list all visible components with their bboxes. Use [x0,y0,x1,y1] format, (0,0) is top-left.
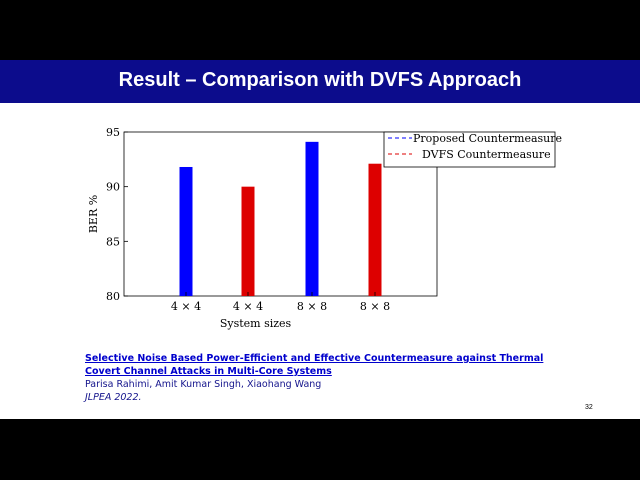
paper-venue: JLPEA 2022. [85,392,142,403]
legend-label-dvfs: DVFS Countermeasure [422,148,551,161]
ber-bar-chart: 80 85 90 95 4 × 4 4 × 4 8 × 8 8 × 8 BER % Syst… [87,126,562,330]
y-tick-label: 80 [106,290,120,303]
x-axis-label: System sizes [220,317,292,330]
plot-frame [123,131,438,297]
page-number: 32 [585,404,593,411]
y-axis-ticks: 80 85 90 95 [106,126,128,303]
bars [179,141,382,296]
slide: Result – Comparison with DVFS Approach 8… [0,60,640,419]
paper-link[interactable]: Selective Noise Based Power-Efficient an… [85,353,544,377]
paper-authors: Parisa Rahimi, Amit Kumar Singh, Xiaohan… [85,379,322,390]
citation: Selective Noise Based Power-Efficient an… [85,352,555,404]
slide-title: Result – Comparison with DVFS Approach [118,69,522,91]
x-tick-label: 8 × 8 [360,300,390,313]
x-tick-label: 8 × 8 [297,300,327,313]
bar [305,141,319,296]
y-tick-label: 95 [106,126,120,139]
y-tick-label: 85 [106,235,120,248]
x-axis-ticks: 4 × 4 4 × 4 8 × 8 8 × 8 [171,292,390,313]
x-tick-label: 4 × 4 [171,300,201,313]
legend-box [383,131,556,168]
legend: Proposed Countermeasure DVFS Countermeas… [383,131,562,168]
y-axis-label: BER % [87,195,100,233]
title-bar: Result – Comparison with DVFS Approach [0,60,640,103]
bar [179,166,193,296]
legend-label-proposed: Proposed Countermeasure [413,132,562,145]
bar [368,163,382,296]
y-tick-label: 90 [106,181,120,194]
x-tick-label: 4 × 4 [233,300,263,313]
bar [241,186,255,296]
